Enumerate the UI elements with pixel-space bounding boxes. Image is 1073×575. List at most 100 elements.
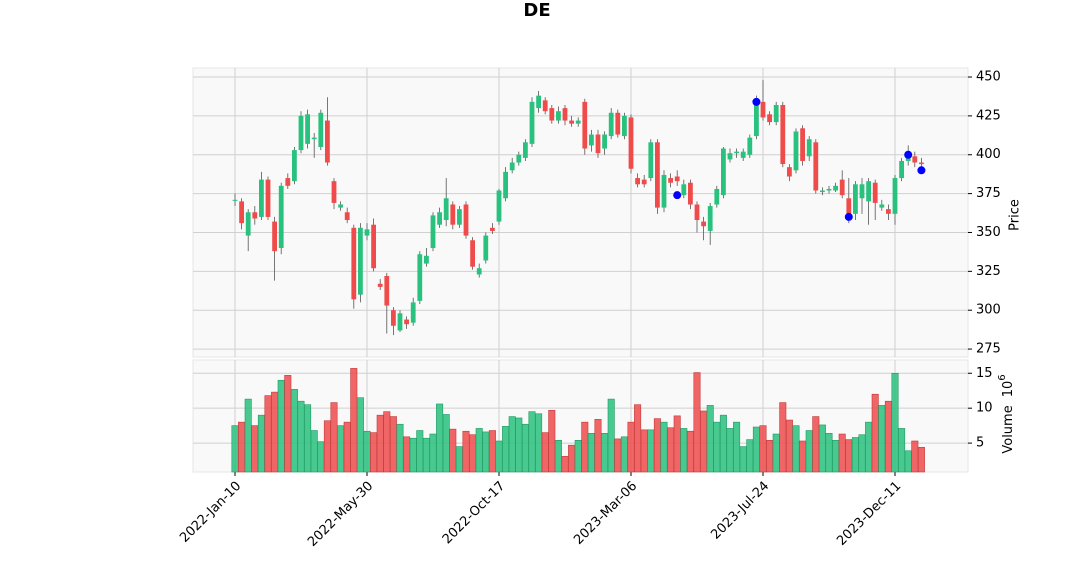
volume-unit-exponent: 6 xyxy=(997,374,1008,380)
candle-body xyxy=(443,198,449,221)
candle-body xyxy=(476,268,482,275)
volume-bar xyxy=(614,438,622,473)
volume-bar xyxy=(660,421,668,473)
candle-body xyxy=(457,209,462,225)
y-tick-label: 350 xyxy=(976,225,1001,240)
volume-bar xyxy=(845,439,853,473)
volume-bar xyxy=(706,405,714,473)
volume-bar xyxy=(482,431,490,473)
volume-bar xyxy=(627,421,635,473)
volume-bar xyxy=(904,450,912,473)
volume-bar xyxy=(917,446,925,473)
candle-body xyxy=(839,179,845,196)
volume-bar xyxy=(911,440,919,473)
candle-body xyxy=(424,255,429,264)
candle-body xyxy=(391,310,396,326)
volume-bar xyxy=(574,439,582,473)
volume-bar xyxy=(317,441,325,473)
volume-unit-base: 10 xyxy=(1001,381,1016,398)
candle-body xyxy=(648,142,654,179)
volume-bar xyxy=(785,419,793,473)
volume-bar xyxy=(515,417,523,473)
volume-bar xyxy=(766,439,774,473)
candle-body xyxy=(562,108,568,121)
volume-bar xyxy=(746,439,754,473)
candle-body xyxy=(437,212,442,225)
volume-bar xyxy=(541,432,549,473)
volume-bar xyxy=(673,415,681,473)
volume-tick-label: 10 xyxy=(976,401,993,416)
candle-body xyxy=(919,162,924,165)
candle-body xyxy=(384,276,390,306)
candle-body xyxy=(285,178,291,186)
candle-body xyxy=(325,120,330,163)
volume-bar xyxy=(251,425,259,473)
candle-body xyxy=(509,162,515,171)
candle-body xyxy=(813,142,819,191)
candle-body xyxy=(549,108,555,121)
volume-bar xyxy=(891,372,899,473)
volume-bar xyxy=(653,418,661,473)
volume-bar xyxy=(733,421,741,473)
candle-body xyxy=(886,209,891,214)
y-tick-label: 325 xyxy=(976,264,1001,279)
x-tick-label: 2022-Jan-10 xyxy=(177,479,244,546)
volume-bar xyxy=(620,436,628,473)
candle-body xyxy=(655,142,660,208)
candle-body xyxy=(410,302,416,323)
volume-bar xyxy=(680,428,688,473)
volume-bar xyxy=(548,409,556,473)
volume-bar xyxy=(851,437,859,473)
candle-body xyxy=(503,171,508,199)
candle-body xyxy=(265,179,271,217)
volume-bar xyxy=(693,372,701,473)
volume-bar xyxy=(495,440,503,473)
candle-body xyxy=(556,111,561,121)
volume-bar xyxy=(356,397,364,473)
candle-body xyxy=(628,117,634,169)
volume-bar xyxy=(257,414,265,473)
candle-body xyxy=(542,100,548,112)
volume-bar xyxy=(581,421,589,473)
x-tick-label: 2022-Oct-17 xyxy=(440,479,508,547)
candle-body xyxy=(707,206,713,231)
candle-body xyxy=(589,134,594,146)
candle-body xyxy=(278,185,284,249)
candle-body xyxy=(483,235,489,261)
candle-body xyxy=(463,204,469,236)
volume-bar xyxy=(700,410,708,473)
candle-body xyxy=(272,221,277,252)
candle-body xyxy=(450,204,456,225)
candle-body xyxy=(331,181,337,203)
candle-body xyxy=(668,178,673,183)
volume-bar xyxy=(812,416,820,473)
y-tick-label: 375 xyxy=(976,186,1001,201)
volume-bar xyxy=(792,425,800,473)
candle-body xyxy=(879,204,885,208)
candle-body xyxy=(298,115,304,151)
volume-bar xyxy=(568,444,576,473)
volume-bar xyxy=(561,456,569,473)
volume-tick-label: 5 xyxy=(976,436,984,451)
volume-bar xyxy=(838,433,846,473)
volume-bar xyxy=(310,430,318,473)
candle-body xyxy=(853,184,858,214)
candle-body xyxy=(602,134,607,149)
candle-body xyxy=(404,319,409,325)
volume-bar xyxy=(396,423,404,473)
volume-bar xyxy=(389,416,397,473)
candle-body xyxy=(582,101,588,149)
volume-bar xyxy=(825,433,833,473)
candle-body xyxy=(833,185,838,191)
candle-body xyxy=(239,201,244,224)
candle-body xyxy=(351,227,357,300)
candle-body xyxy=(232,199,238,201)
candle-body xyxy=(701,221,706,227)
candle-body xyxy=(714,188,720,205)
y-tick-label: 300 xyxy=(976,303,1001,318)
candle-body xyxy=(760,101,766,118)
candle-body xyxy=(292,150,297,182)
volume-bar xyxy=(244,398,252,473)
price-panel xyxy=(192,67,969,358)
